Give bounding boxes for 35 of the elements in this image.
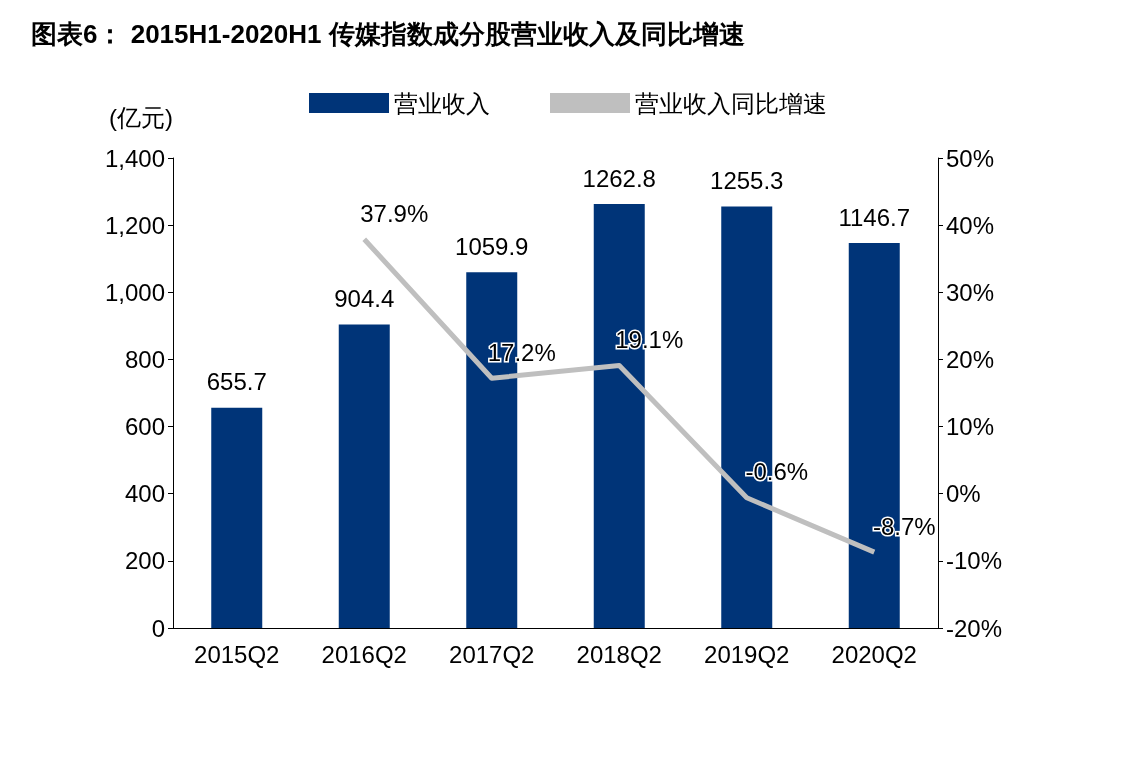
y2-tick-label: -10% [946,547,1003,575]
data-label: 1059.9 [455,232,529,260]
y2-tick-label: 50% [946,144,995,172]
y-tick-label: 800 [124,345,165,373]
x-tick-label: 2020Q2 [831,640,917,668]
y2-tick-label: 40% [946,211,995,239]
bar [211,407,263,628]
y-tick-label: 400 [124,480,165,508]
y-tick-label: 1,400 [104,144,165,172]
y-tick-label: 0 [151,614,165,642]
data-label: 655.7 [206,368,267,396]
y-tick-label: 600 [124,413,165,441]
bar [338,324,390,628]
y-axis-title: (亿元) [109,103,173,131]
data-label: 1262.8 [582,164,656,192]
chart-title: 图表6： 2015H1-2020H1 传媒指数成分股营业收入及同比增速 [31,19,745,49]
data-label: 1146.7 [838,203,911,231]
x-tick-label: 2015Q2 [194,640,280,668]
y-tick-label: 1,000 [104,278,165,306]
y2-tick-label: -20% [946,614,1003,642]
legend-label: 营业收入 [394,89,490,117]
y2-tick-label: 20% [946,345,995,373]
data-label: 37.9% [360,199,429,227]
x-tick-label: 2017Q2 [449,640,535,668]
y2-tick-label: 0% [946,480,981,508]
x-tick-label: 2016Q2 [321,640,407,668]
data-label: 1255.3 [710,167,784,195]
y2-tick-label: 30% [946,278,995,306]
y-tick-label: 200 [124,547,165,575]
y2-tick-label: 10% [946,413,995,441]
x-tick-label: 2018Q2 [576,640,662,668]
data-label: 904.4 [334,284,395,312]
y-tick-label: 1,200 [104,211,165,239]
legend-label: 营业收入同比增速 [635,89,827,117]
x-tick-label: 2019Q2 [704,640,790,668]
